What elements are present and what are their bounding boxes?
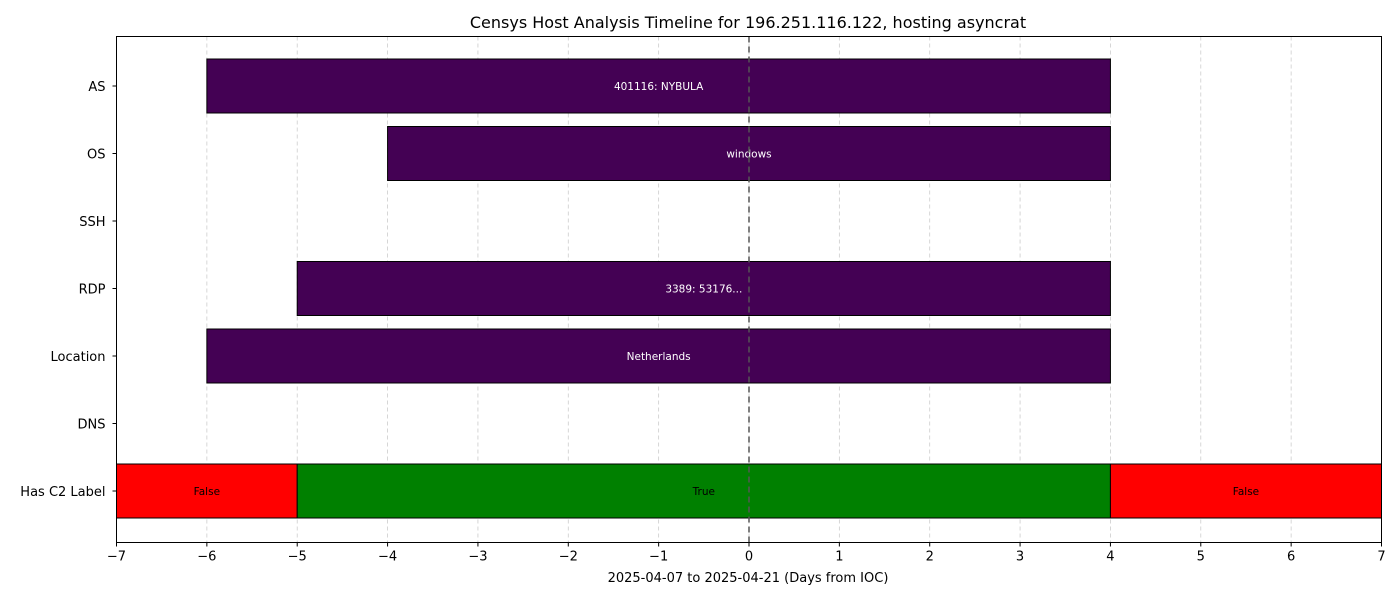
bar-label: False [194,486,220,498]
y-tick-label: OS [87,148,105,163]
bar-segment [296,261,1111,316]
y-tick-label: AS [88,80,105,95]
y-tick-label: RDP [79,283,106,298]
x-tick-label: 4 [1106,550,1114,565]
x-tick-label: −7 [107,550,126,565]
x-tick-label: −3 [468,550,487,565]
bar-label: True [692,486,715,498]
x-tick-label: −4 [378,550,397,565]
x-tick-label: −5 [288,550,307,565]
bar-label: 401116: NYBULA [614,81,704,93]
x-tick-label: 7 [1377,550,1385,565]
bar-label: 3389: 53176... [665,284,742,296]
x-tick-label: 1 [835,550,843,565]
y-tick-label: Location [51,350,106,365]
x-tick-label: −1 [649,550,668,565]
bar-label: windows [726,149,771,161]
bar-segment [206,58,1111,114]
bar-segment [1109,463,1383,519]
y-tick-label: SSH [79,215,105,230]
x-tick-label: 0 [745,550,753,565]
y-tick-label: DNS [78,418,106,433]
chart-title: Censys Host Analysis Timeline for 196.25… [470,13,1026,32]
bar-segment [296,463,1111,519]
x-axis: −7 −6 −5 −4 −3 −2 −1 0 1 2 3 4 5 6 7 [107,542,1386,565]
y-axis: AS OS SSH RDP Location DNS Has C2 Label [20,80,117,500]
x-axis-label: 2025-04-07 to 2025-04-21 (Days from IOC) [608,571,889,586]
bar-label: Netherlands [627,351,691,363]
x-tick-label: 6 [1287,550,1295,565]
bar-segment [206,328,1111,384]
bar-segment [116,463,298,519]
x-tick-label: −2 [559,550,578,565]
x-tick-label: 3 [1016,550,1024,565]
bar-label: False [1233,486,1259,498]
y-tick-label: Has C2 Label [20,485,105,500]
x-tick-label: −6 [197,550,216,565]
x-tick-label: 5 [1197,550,1205,565]
x-tick-label: 2 [926,550,934,565]
